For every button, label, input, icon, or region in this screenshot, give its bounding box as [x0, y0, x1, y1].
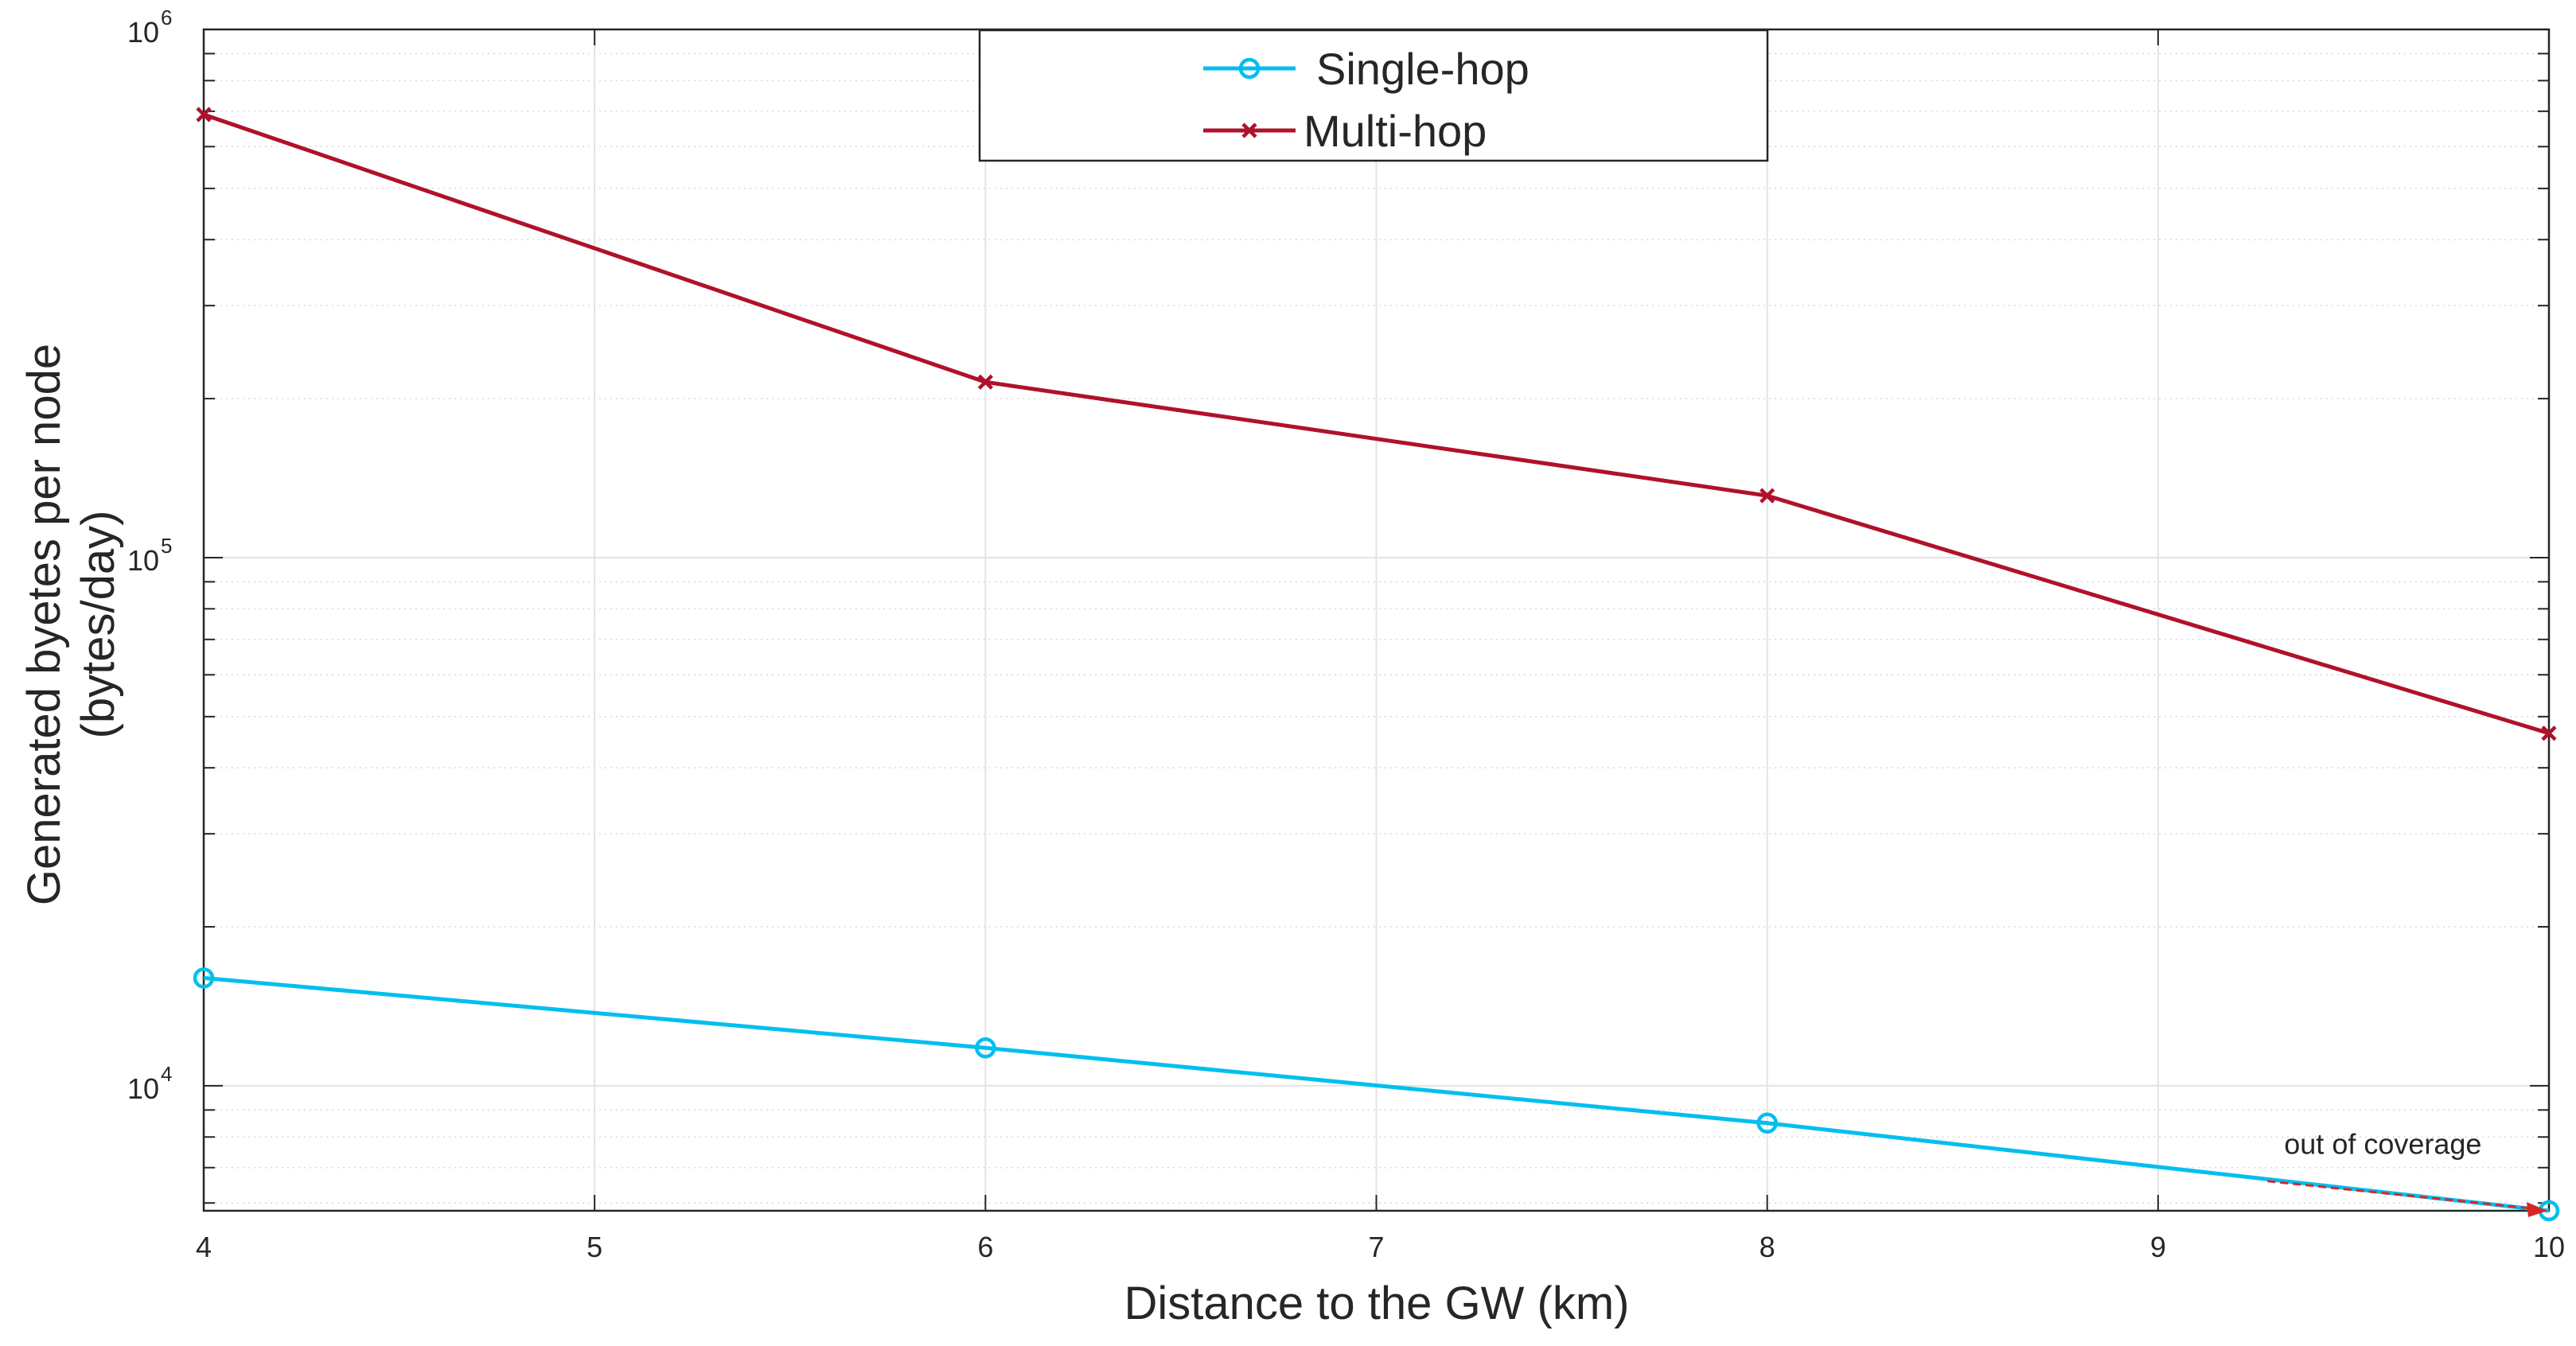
- single-hop-point: [1756, 1112, 1778, 1134]
- legend-label: Single-hop: [1316, 44, 1530, 94]
- legend-swatch-marker: [1238, 57, 1261, 80]
- multi-hop-marker-stroke: [1760, 488, 1775, 504]
- x-tick-label: 7: [1368, 1231, 1384, 1263]
- data-series: [193, 107, 2560, 1222]
- y-tick-label-base: 10: [127, 544, 159, 577]
- grid-lines: [203, 29, 2550, 1211]
- x-tick-label: 9: [2150, 1231, 2166, 1263]
- y-tick-label: 10 5: [127, 534, 173, 577]
- annotation-arrow-head: [2527, 1202, 2547, 1217]
- y-axis-title: Generated byetes per node (bytes/day): [18, 344, 124, 905]
- y-tick-label-exponent: 4: [161, 1062, 172, 1086]
- annotations: out of coverage: [2267, 1128, 2547, 1217]
- legend-box: [978, 29, 1769, 162]
- multi-hop-point: [977, 374, 993, 390]
- x-tick-label: 6: [977, 1231, 993, 1263]
- legend-entry-multi-hop: Multi-hop: [1203, 106, 1487, 156]
- legend: Single-hop Multi-hop: [978, 29, 1769, 162]
- single-hop-point: [193, 967, 215, 989]
- legend-entry-single-hop: Single-hop: [1203, 44, 1530, 94]
- y-axis-title-line1: Generated byetes per node: [18, 344, 70, 905]
- x-axis-title: Distance to the GW (km): [1124, 1278, 1630, 1329]
- y-tick-label: 10 6: [127, 6, 173, 49]
- legend-label: Multi-hop: [1304, 106, 1487, 156]
- y-axis-title-line2: (bytes/day): [72, 511, 124, 739]
- x-tick-label: 10: [2533, 1231, 2565, 1263]
- y-tick-label-exponent: 6: [161, 6, 172, 29]
- y-tick-label-base: 10: [127, 16, 159, 49]
- multi-hop-line: [203, 112, 2550, 736]
- legend-swatch-marker: [1241, 123, 1257, 138]
- multi-hop-marker-stroke: [196, 107, 212, 123]
- y-tick-label: 10 4: [127, 1062, 173, 1105]
- multi-hop-point: [1760, 488, 1775, 504]
- x-tick-label: 8: [1760, 1231, 1775, 1263]
- annotation-label: out of coverage: [2284, 1128, 2481, 1161]
- multi-hop-marker-stroke: [977, 374, 993, 390]
- annotation-arrow-line: [2267, 1180, 2540, 1211]
- multi-hop-point: [2541, 726, 2557, 741]
- single-hop-line: [203, 975, 2550, 1213]
- multi-hop-marker-stroke: [2541, 726, 2557, 741]
- y-tick-label-exponent: 5: [161, 534, 172, 558]
- single-hop-point: [975, 1037, 996, 1059]
- x-tick-label: 5: [587, 1231, 602, 1263]
- y-tick-label-base: 10: [127, 1072, 159, 1105]
- x-tick-label: 4: [196, 1231, 212, 1263]
- multi-hop-point: [196, 107, 212, 123]
